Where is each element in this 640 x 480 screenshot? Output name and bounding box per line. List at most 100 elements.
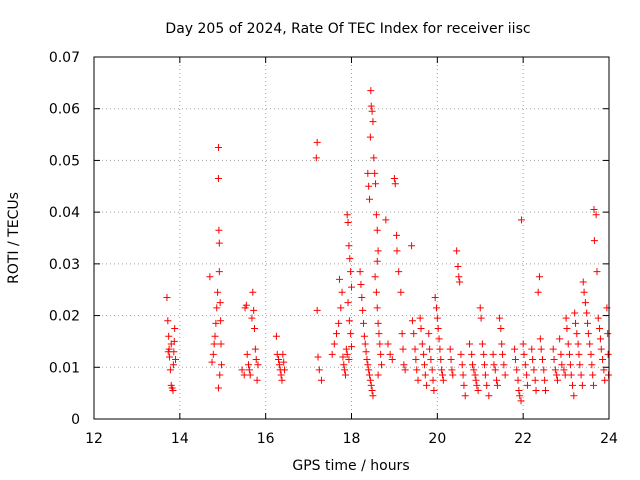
data-point bbox=[408, 242, 416, 250]
data-point bbox=[391, 180, 399, 188]
data-point bbox=[437, 356, 445, 364]
data-point bbox=[248, 314, 256, 322]
plot-frame bbox=[93, 56, 610, 420]
data-point bbox=[359, 306, 367, 314]
data-point bbox=[375, 330, 383, 338]
x-axis-label: GPS time / hours bbox=[292, 458, 409, 474]
data-point bbox=[275, 361, 283, 369]
data-point bbox=[213, 304, 221, 312]
data-point bbox=[275, 356, 283, 364]
y-tick-label: 0.03 bbox=[49, 257, 80, 273]
data-point bbox=[586, 340, 594, 348]
data-point bbox=[466, 340, 474, 348]
data-point bbox=[596, 335, 604, 343]
data-point bbox=[474, 387, 482, 395]
data-point bbox=[588, 361, 596, 369]
data-point bbox=[601, 376, 609, 384]
data-point bbox=[345, 317, 353, 325]
data-point bbox=[371, 169, 379, 177]
data-point bbox=[604, 350, 612, 358]
data-point bbox=[481, 361, 489, 369]
data-point bbox=[566, 361, 574, 369]
data-point bbox=[212, 319, 220, 327]
data-point bbox=[517, 397, 525, 405]
data-point bbox=[358, 293, 366, 301]
y-tick-label: 0.04 bbox=[49, 205, 80, 221]
y-tick-label: 0.05 bbox=[49, 153, 80, 169]
data-point bbox=[366, 376, 374, 384]
data-point bbox=[572, 319, 580, 327]
data-point bbox=[517, 216, 525, 224]
data-point bbox=[368, 387, 376, 395]
data-point bbox=[242, 301, 250, 309]
data-point bbox=[600, 366, 608, 374]
data-point bbox=[366, 195, 374, 203]
data-point bbox=[345, 242, 353, 250]
data-point bbox=[328, 350, 336, 358]
data-point bbox=[516, 392, 524, 400]
x-tick-label: 16 bbox=[257, 431, 275, 447]
data-point bbox=[583, 309, 591, 317]
data-point bbox=[496, 314, 504, 322]
data-point bbox=[439, 376, 447, 384]
data-point bbox=[523, 371, 531, 379]
data-point bbox=[277, 371, 285, 379]
y-tick-label: 0.06 bbox=[49, 102, 80, 118]
data-point bbox=[529, 356, 537, 364]
data-point bbox=[500, 361, 508, 369]
data-point bbox=[570, 392, 578, 400]
data-point bbox=[344, 299, 352, 307]
data-point bbox=[416, 314, 424, 322]
data-point bbox=[365, 182, 373, 190]
data-point bbox=[520, 350, 528, 358]
data-point bbox=[472, 376, 480, 384]
data-point bbox=[575, 350, 583, 358]
data-point bbox=[281, 366, 289, 374]
data-point bbox=[435, 335, 443, 343]
data-point bbox=[395, 268, 403, 276]
data-point bbox=[421, 371, 429, 379]
data-point bbox=[214, 288, 222, 296]
data-point bbox=[163, 293, 171, 301]
data-point bbox=[564, 340, 572, 348]
data-point bbox=[438, 371, 446, 379]
data-point bbox=[432, 304, 440, 312]
data-point bbox=[341, 371, 349, 379]
data-point bbox=[332, 330, 340, 338]
chart-title: Day 205 of 2024, Rate Of TEC Index for r… bbox=[165, 21, 530, 37]
data-point bbox=[366, 133, 374, 141]
data-point bbox=[344, 218, 352, 226]
data-point bbox=[499, 350, 507, 358]
data-point bbox=[362, 348, 370, 356]
data-point bbox=[498, 340, 506, 348]
data-point bbox=[584, 330, 592, 338]
data-point bbox=[420, 350, 428, 358]
data-point bbox=[455, 273, 463, 281]
data-point bbox=[245, 361, 252, 369]
data-point bbox=[429, 376, 437, 384]
data-point bbox=[560, 366, 568, 374]
data-point bbox=[314, 353, 322, 361]
data-point bbox=[446, 345, 454, 353]
data-point bbox=[377, 350, 385, 358]
data-point bbox=[589, 371, 597, 379]
data-point bbox=[330, 340, 338, 348]
data-point bbox=[541, 387, 549, 395]
data-point bbox=[460, 381, 468, 389]
data-point bbox=[215, 268, 223, 276]
data-point bbox=[214, 144, 222, 151]
data-point bbox=[369, 392, 377, 400]
axis-ticks: 12 14 16 18 20 22 24 0 0.01 0.02 0.03 0.04 0.05 0.06 0… bbox=[49, 50, 618, 447]
data-point bbox=[348, 343, 355, 351]
data-point bbox=[364, 361, 372, 369]
data-point bbox=[357, 281, 365, 289]
data-point bbox=[373, 257, 381, 265]
data-point bbox=[514, 376, 522, 384]
data-point bbox=[480, 350, 488, 358]
data-point bbox=[604, 330, 612, 338]
data-point bbox=[401, 366, 409, 374]
data-point bbox=[438, 366, 446, 374]
data-point bbox=[346, 255, 354, 263]
data-point bbox=[164, 348, 172, 356]
